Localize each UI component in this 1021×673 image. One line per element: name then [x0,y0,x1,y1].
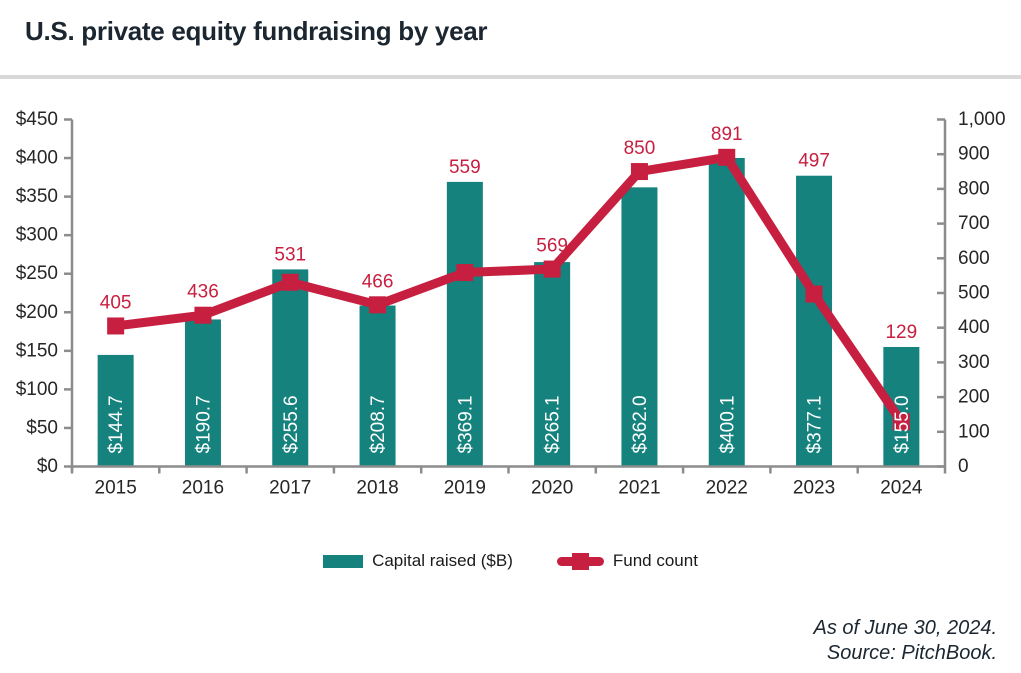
line-marker-swatch-icon [556,552,604,570]
bar-value-label-2022: $400.1 [717,395,738,453]
fund-count-label-2021: 850 [624,138,656,159]
fund-count-marker-2018 [369,296,387,314]
x-axis-label-2018: 2018 [356,478,398,499]
left-axis-tick-label: $100 [16,379,58,400]
fund-count-marker-2023 [805,285,823,303]
bar-value-label-2020: $265.1 [543,395,564,453]
bar-2022 [708,157,745,467]
line-swatch-marker [571,552,589,570]
legend-item-fund-count: Fund count [556,551,698,571]
x-axis-label-2021: 2021 [618,478,660,499]
fund-count-label-2020: 569 [536,236,568,257]
right-axis-tick-label: 500 [958,283,990,304]
legend-label-capital-raised: Capital raised ($B) [372,551,513,570]
right-axis-tick-label: 300 [958,352,990,373]
right-axis-tick-label: 400 [958,317,990,338]
right-axis-tick-label: 1,000 [958,109,1006,130]
x-axis-label-2020: 2020 [531,478,573,499]
footer-source: Source: PitchBook. [826,642,997,665]
fund-count-marker-2022 [718,148,736,166]
fund-count-marker-2021 [630,163,648,181]
bar-value-label-2023: $377.1 [805,395,826,453]
fund-count-label-2022: 891 [711,124,743,145]
bar-value-label-2015: $144.7 [106,395,127,453]
fund-count-line [111,152,906,427]
x-axis-label-2016: 2016 [182,478,224,499]
bar-value-label-2019: $369.1 [455,395,476,453]
left-axis-tick-label: $300 [16,225,58,246]
page-title: U.S. private equity fundraising by year [25,16,488,46]
right-axis-tick-label: 900 [958,144,990,165]
fund-count-marker-2015 [107,317,125,335]
fund-count-label-2015: 405 [100,292,132,313]
fund-count-label-2018: 466 [362,271,394,292]
bar-2020 [534,262,571,467]
bar-value-label-2024: $155.0 [892,395,913,453]
fund-count-marker-2019 [456,264,474,282]
bar-value-label-2017: $255.6 [281,395,302,453]
x-axis-label-2019: 2019 [444,478,486,499]
left-axis-tick-label: $0 [37,456,58,477]
fund-count-label-2019: 559 [449,157,481,178]
footer-as-of: As of June 30, 2024. [813,617,997,639]
right-axis-tick-label: 200 [958,387,990,408]
fund-count-label-2024: 129 [885,322,917,343]
bar-value-label-2021: $362.0 [630,395,651,453]
fund-count-label-2023: 497 [798,151,830,172]
fund-count-label-2017: 531 [274,244,306,265]
x-axis-label-2023: 2023 [793,478,835,499]
x-axis-label-2015: 2015 [95,478,137,499]
title-divider [0,75,1021,79]
bar-value-label-2018: $208.7 [368,395,389,453]
left-axis-tick-label: $450 [16,109,58,130]
fund-count-marker-2020 [543,260,561,278]
left-axis-tick-label: $250 [16,263,58,284]
bar-2023 [796,175,833,467]
right-axis-tick-label: 600 [958,248,990,269]
x-axis-label-2024: 2024 [880,478,923,499]
right-axis-tick-label: 700 [958,213,990,234]
bar-2015 [97,354,134,467]
bar-2018 [359,305,396,467]
bar-swatch-icon [323,554,364,568]
fund-count-marker-2024 [892,413,910,431]
chart-legend: Capital raised ($B) Fund count [0,551,1021,571]
x-axis-label-2017: 2017 [269,478,311,499]
legend-label-fund-count: Fund count [612,551,698,570]
right-axis-tick-label: 800 [958,178,990,199]
fund-count-label-2016: 436 [187,282,219,303]
fund-count-marker-2017 [281,273,299,291]
legend-item-capital-raised: Capital raised ($B) [323,551,513,571]
bar-2019 [446,181,483,467]
left-axis-tick-label: $350 [16,186,58,207]
bar-2017 [272,269,309,467]
bar-2016 [184,319,221,467]
right-axis-tick-label: 100 [958,421,990,442]
left-axis-tick-label: $400 [16,148,58,169]
bar-2021 [621,187,658,467]
left-axis-tick-label: $50 [26,417,58,438]
bar-value-label-2016: $190.7 [193,395,214,453]
x-axis-label-2022: 2022 [706,478,748,499]
fund-count-marker-2016 [194,306,212,324]
left-axis-tick-label: $200 [16,302,58,323]
chart-footer: As of June 30, 2024. Source: PitchBook. [814,616,997,666]
right-axis-tick-label: 0 [958,456,969,477]
left-axis-tick-label: $150 [16,340,58,361]
